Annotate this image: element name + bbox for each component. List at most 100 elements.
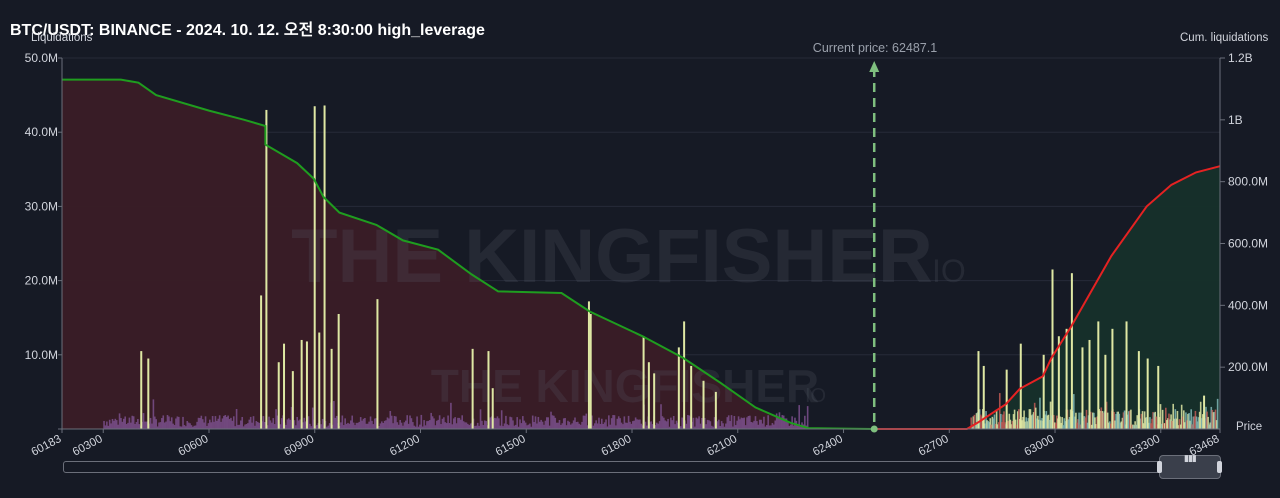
liquidation-bar xyxy=(447,415,449,429)
liquidation-bar xyxy=(1045,411,1048,429)
liquidation-bar xyxy=(149,417,152,429)
liquidation-bar xyxy=(120,417,122,429)
liquidation-bar xyxy=(419,424,421,429)
liquidation-bar xyxy=(1120,421,1123,429)
current-price-marker: Current price: 62487.1 xyxy=(813,41,937,433)
liquidation-bar xyxy=(1027,418,1030,429)
liquidation-bar xyxy=(144,421,146,429)
right-cum-line xyxy=(874,165,1221,430)
liquidation-bar xyxy=(644,421,647,429)
liquidation-bar xyxy=(651,424,654,429)
liquidation-bar xyxy=(743,417,746,429)
liquidation-bar xyxy=(285,424,287,429)
range-scrollbar-thumb[interactable] xyxy=(1159,455,1221,479)
liquidation-bar xyxy=(710,425,713,429)
liquidation-bar xyxy=(1032,412,1035,429)
liquidation-bar xyxy=(1076,422,1078,429)
liquidation-bar xyxy=(1194,410,1197,429)
liquidation-bar xyxy=(207,423,210,429)
liquidation-bar xyxy=(584,415,586,429)
liquidation-bar xyxy=(168,416,170,429)
liquidation-bar xyxy=(756,421,758,429)
liquidation-bar xyxy=(663,417,665,429)
liquidation-bar xyxy=(427,420,430,429)
liquidation-bar xyxy=(354,425,356,429)
liquidation-bar xyxy=(276,415,279,429)
liquidation-bar xyxy=(1063,418,1066,429)
liquidation-bar xyxy=(320,424,322,429)
liquidation-bar xyxy=(978,409,981,429)
liquidation-bar xyxy=(695,417,698,429)
current-price-arrow-icon xyxy=(869,61,880,72)
chart-title: BTC/USDT: BINANCE - 2024. 10. 12. 오전 8:3… xyxy=(10,22,485,39)
liquidation-bar xyxy=(493,417,496,429)
liquidation-bar xyxy=(386,417,389,429)
liquidation-bar xyxy=(1025,417,1028,429)
right-axis-name: Cum. liquidations xyxy=(1180,32,1269,44)
liquidation-bar xyxy=(595,420,597,429)
liquidation-bar xyxy=(747,415,750,429)
liquidation-bar xyxy=(461,415,463,429)
liquidation-bar xyxy=(262,416,265,429)
liquidation-bar xyxy=(208,419,211,429)
liquidation-bar xyxy=(368,421,370,429)
liquidation-bar xyxy=(1022,416,1024,429)
liquidation-bar xyxy=(1039,397,1041,429)
liquidation-bar xyxy=(792,425,795,429)
liquidation-bar xyxy=(1189,420,1191,429)
liquidation-bar xyxy=(1002,414,1004,429)
liquidation-bar-large xyxy=(140,351,143,429)
range-handle-left[interactable] xyxy=(1157,461,1162,473)
liquidation-bar xyxy=(804,415,806,429)
liquidation-bar xyxy=(530,426,533,429)
liquidation-bar xyxy=(562,418,565,429)
liquidation-bar xyxy=(399,419,401,429)
liquidation-bar xyxy=(560,424,562,429)
range-scrollbar[interactable] xyxy=(63,461,1221,473)
liquidation-bar xyxy=(1195,416,1198,429)
liquidation-bar xyxy=(1135,424,1137,429)
liquidation-bar xyxy=(533,421,535,429)
liquidation-bar xyxy=(1149,417,1151,429)
liquidation-bar xyxy=(639,419,641,429)
liquidation-bar xyxy=(523,420,526,429)
liquidation-bar xyxy=(1131,424,1133,429)
liquidation-bar xyxy=(378,425,380,429)
liquidation-bar xyxy=(777,417,779,429)
liquidation-bar xyxy=(151,423,153,429)
liquidation-bar xyxy=(210,422,213,429)
liquidation-bar xyxy=(1026,421,1029,429)
liquidation-bar xyxy=(182,416,184,429)
liquidation-bar xyxy=(469,423,472,429)
liquidation-bar-large xyxy=(982,365,985,429)
x-tick-label: 60183 xyxy=(30,433,64,459)
liquidation-bar xyxy=(1003,411,1005,429)
liquidation-bar xyxy=(732,426,734,429)
range-handle-right[interactable] xyxy=(1217,461,1222,473)
liquidation-bar xyxy=(569,424,572,429)
liquidation-bar-large xyxy=(330,348,333,429)
liquidation-bar xyxy=(681,417,683,429)
liquidation-bar xyxy=(1021,420,1023,429)
liquidation-bar xyxy=(1118,413,1121,429)
liquidation-bar xyxy=(476,422,479,429)
liquidation-bar-large xyxy=(471,348,474,429)
liquidation-bar xyxy=(111,418,114,429)
liquidation-bar xyxy=(431,416,434,429)
liquidation-bar xyxy=(193,425,196,429)
liquidation-bar xyxy=(163,422,166,429)
liquidation-bar xyxy=(128,417,131,429)
liquidation-bar xyxy=(555,422,558,429)
liquidation-bar xyxy=(426,421,428,429)
liquidation-bar xyxy=(564,418,566,429)
liquidation-bar xyxy=(175,418,177,429)
liquidation-bar xyxy=(554,417,557,429)
liquidation-bar-large xyxy=(1070,273,1073,429)
x-tick-label: 63300 xyxy=(1128,433,1162,459)
liquidation-bar xyxy=(1160,423,1163,429)
liquidation-bar xyxy=(577,421,579,429)
liquidation-bar xyxy=(458,417,461,429)
liquidation-bar-large xyxy=(1065,328,1068,429)
y2-tick-label: 1.2B xyxy=(1228,51,1253,65)
